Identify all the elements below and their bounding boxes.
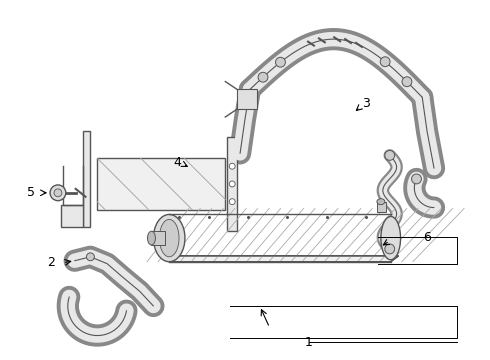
- Polygon shape: [227, 137, 237, 231]
- Text: 1: 1: [305, 336, 313, 349]
- Bar: [377, 202, 386, 212]
- Ellipse shape: [147, 231, 155, 245]
- Polygon shape: [169, 256, 398, 262]
- Text: 2: 2: [47, 256, 55, 269]
- Circle shape: [380, 57, 390, 67]
- Circle shape: [402, 77, 412, 87]
- Text: 4: 4: [173, 156, 181, 169]
- Ellipse shape: [381, 216, 400, 260]
- Ellipse shape: [153, 215, 185, 262]
- Text: 5: 5: [27, 186, 35, 199]
- Circle shape: [258, 72, 268, 82]
- Circle shape: [50, 185, 66, 201]
- Text: 3: 3: [362, 97, 370, 110]
- Circle shape: [229, 181, 235, 187]
- Bar: [237, 89, 257, 109]
- Circle shape: [412, 174, 421, 184]
- Ellipse shape: [159, 219, 179, 257]
- Circle shape: [229, 163, 235, 169]
- Bar: [151, 231, 165, 245]
- Circle shape: [385, 244, 394, 254]
- Bar: [98, 158, 225, 210]
- Circle shape: [54, 189, 62, 197]
- Polygon shape: [82, 131, 91, 227]
- Ellipse shape: [377, 199, 385, 204]
- Polygon shape: [61, 204, 82, 227]
- Circle shape: [385, 150, 394, 160]
- Text: 6: 6: [423, 231, 431, 244]
- Circle shape: [275, 57, 285, 67]
- Circle shape: [86, 253, 95, 261]
- Circle shape: [229, 199, 235, 204]
